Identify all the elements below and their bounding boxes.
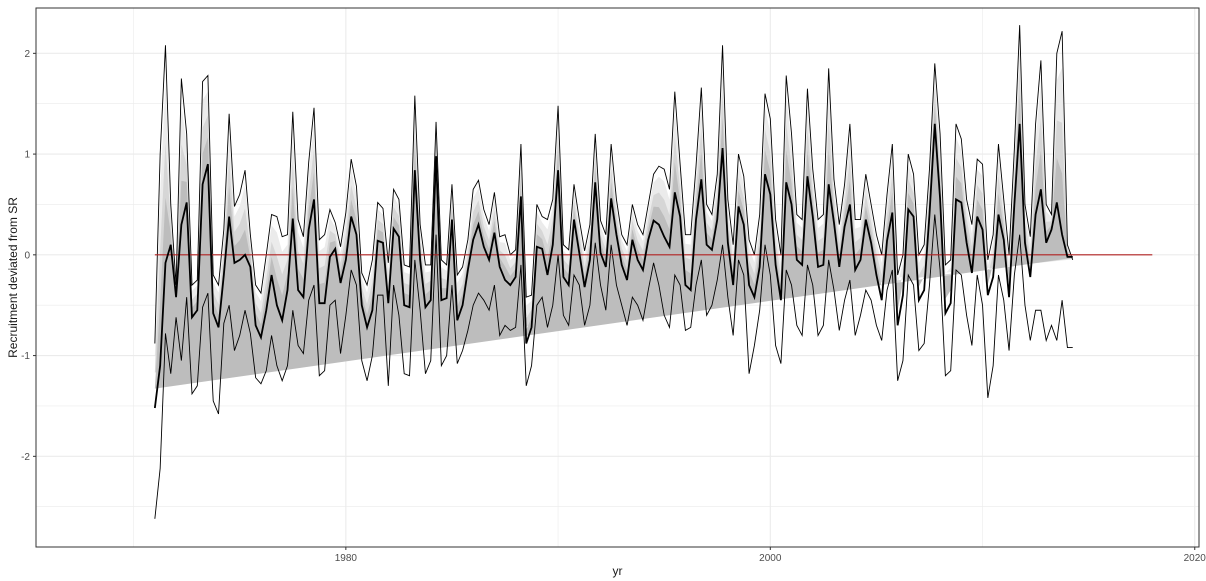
y-tick-label: -1 xyxy=(21,351,30,362)
y-axis-title: Recruitment deviated from SR xyxy=(6,197,20,358)
series-median xyxy=(153,123,1073,409)
series-lines xyxy=(153,25,1153,519)
axis-ticks: -2 -1 0 1 2 1980 2000 2020 xyxy=(21,49,1206,564)
panel-border xyxy=(35,7,1200,548)
y-tick-label: 1 xyxy=(24,150,30,161)
y-tick-label: 0 xyxy=(24,250,30,261)
y-tick-label: 2 xyxy=(24,49,30,60)
x-axis-title: yr xyxy=(613,564,623,578)
series-lower xyxy=(154,214,1073,519)
x-tick-label: 1980 xyxy=(335,553,358,564)
y-tick-label: -2 xyxy=(21,452,30,463)
x-tick-label: 2020 xyxy=(1184,553,1206,564)
series-upper xyxy=(154,25,1074,344)
x-tick-label: 2000 xyxy=(759,553,782,564)
